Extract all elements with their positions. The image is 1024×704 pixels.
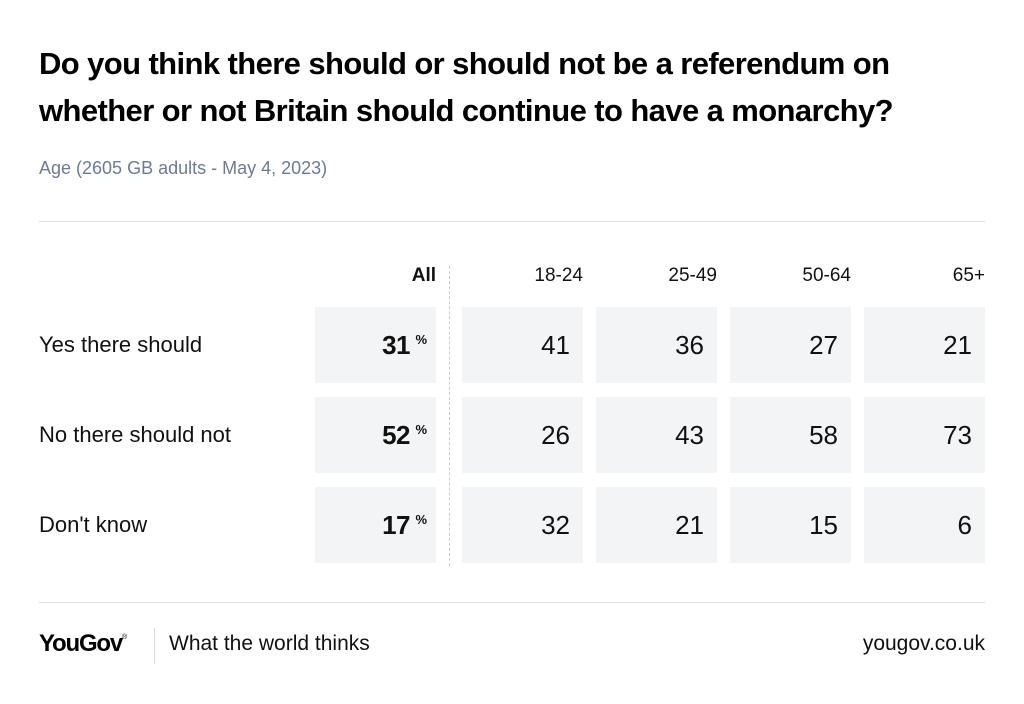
chart-subtitle: Age (2605 GB adults - May 4, 2023) xyxy=(39,158,328,178)
table-cell: 21 xyxy=(864,307,985,383)
table-cell: 27 xyxy=(730,307,851,383)
yougov-logo: YouGov® xyxy=(39,630,127,658)
column-header-25-49: 25-49 xyxy=(668,265,717,286)
column-header-all: All xyxy=(411,265,436,286)
table-cell: 32 xyxy=(462,487,583,563)
table-cell: 52% xyxy=(315,397,436,473)
cell-value: 31 xyxy=(382,330,410,360)
table-cell: 6 xyxy=(864,487,985,563)
column-header-50-64: 50-64 xyxy=(802,265,851,286)
cell-value: 52 xyxy=(382,420,410,450)
cell-value: 6 xyxy=(957,510,972,540)
all-column-divider xyxy=(449,266,450,566)
table-cell: 43 xyxy=(596,397,717,473)
cell-value: 21 xyxy=(943,330,972,360)
cell-value: 26 xyxy=(541,420,570,450)
logo-text: YouGov xyxy=(39,630,123,657)
bottom-divider xyxy=(39,602,985,603)
row-label-don-t-know: Don't know xyxy=(39,512,148,537)
footer-separator xyxy=(154,628,155,664)
cell-value: 21 xyxy=(675,510,704,540)
percent-sign: % xyxy=(415,422,427,437)
column-header-18-24: 18-24 xyxy=(534,265,583,286)
row-label-no-there-should-not: No there should not xyxy=(39,422,232,447)
cell-value: 43 xyxy=(675,420,704,450)
table-cell: 21 xyxy=(596,487,717,563)
cell-value: 15 xyxy=(809,510,838,540)
percent-sign: % xyxy=(415,332,427,347)
cell-value: 27 xyxy=(809,330,838,360)
table-cell: 58 xyxy=(730,397,851,473)
table-cell: 31% xyxy=(315,307,436,383)
table-cell: 15 xyxy=(730,487,851,563)
table-cell: 17% xyxy=(315,487,436,563)
table-cell: 36 xyxy=(596,307,717,383)
cell-value: 32 xyxy=(541,510,570,540)
percent-sign: % xyxy=(415,512,427,527)
column-header-65-plus: 65+ xyxy=(952,265,985,286)
cell-value: 17 xyxy=(382,510,410,540)
chart-title: Do you think there should or should not … xyxy=(39,46,894,128)
site-link[interactable]: yougov.co.uk xyxy=(862,632,985,655)
registered-mark: ® xyxy=(122,634,127,641)
table-cell: 26 xyxy=(462,397,583,473)
tagline: What the world thinks xyxy=(169,632,370,655)
cell-value: 36 xyxy=(675,330,704,360)
cell-value: 41 xyxy=(541,330,570,360)
table-cell: 73 xyxy=(864,397,985,473)
row-label-yes-there-should: Yes there should xyxy=(39,332,203,357)
top-divider xyxy=(39,221,985,222)
cell-value: 73 xyxy=(943,420,972,450)
table-cell: 41 xyxy=(462,307,583,383)
cell-value: 58 xyxy=(809,420,838,450)
